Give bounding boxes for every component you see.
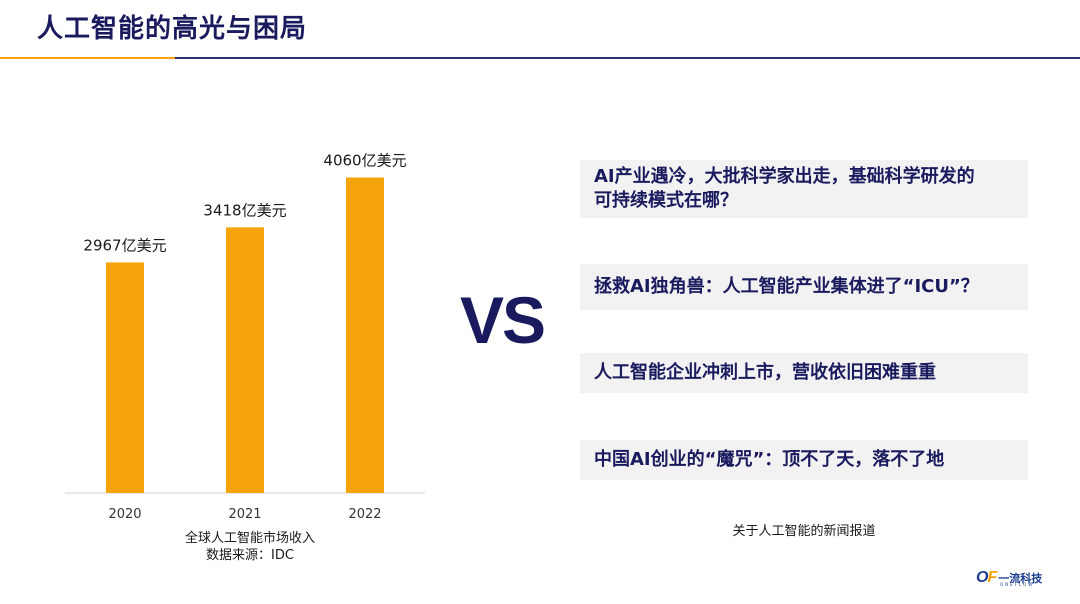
news-item-1: AI产业遇冷，大批科学家出走，基础科学研发的 可持续模式在哪？ bbox=[580, 160, 1028, 218]
news-item-2-text: 拯救AI独角兽：人工智能产业集体进了“ICU”？ bbox=[594, 276, 979, 297]
market-revenue-chart: 2967亿美元 2020 3418亿美元 2021 4060亿美元 2022 bbox=[60, 120, 430, 540]
chart-caption: 全球人工智能市场收入 bbox=[184, 531, 315, 546]
chart-source: 数据来源：IDC bbox=[206, 548, 294, 563]
news-item-2: 拯救AI独角兽：人工智能产业集体进了“ICU”？ bbox=[580, 264, 1028, 310]
logo-text: 一流科技 bbox=[998, 571, 1043, 585]
tick-label-2021: 2021 bbox=[228, 507, 261, 522]
logo-subtext: ONEFLOW bbox=[1000, 582, 1035, 587]
news-item-1-line2: 可持续模式在哪？ bbox=[594, 190, 738, 211]
news-item-4: 中国AI创业的“魔咒”：顶不了天，落不了地 bbox=[580, 440, 1028, 480]
news-item-3: 人工智能企业冲刺上市，营收依旧困难重重 bbox=[580, 353, 1028, 393]
logo-mark: OF bbox=[976, 569, 997, 586]
bar-2020 bbox=[106, 262, 144, 493]
news-item-4-text: 中国AI创业的“魔咒”：顶不了天，落不了地 bbox=[594, 449, 945, 470]
data-label-2021: 3418亿美元 bbox=[203, 201, 286, 219]
page-title: 人工智能的高光与困局 bbox=[37, 14, 308, 44]
news-item-3-text: 人工智能企业冲刺上市，营收依旧困难重重 bbox=[594, 362, 936, 383]
bar-2021 bbox=[226, 227, 264, 493]
data-label-2020: 2967亿美元 bbox=[83, 236, 166, 254]
data-label-2022: 4060亿美元 bbox=[323, 152, 406, 170]
news-item-1-line1: AI产业遇冷，大批科学家出走，基础科学研发的 bbox=[594, 166, 975, 187]
tick-label-2022: 2022 bbox=[348, 507, 381, 522]
tick-label-2020: 2020 bbox=[108, 507, 141, 522]
oneflow-logo: OF 一流科技 ONEFLOW bbox=[976, 568, 1060, 588]
vs-label: VS bbox=[460, 283, 546, 357]
title-rule bbox=[175, 57, 1080, 59]
bar-chart-svg: 2967亿美元 2020 3418亿美元 2021 4060亿美元 2022 bbox=[65, 152, 425, 522]
bar-2022 bbox=[346, 177, 384, 494]
news-caption: 关于人工智能的新闻报道 bbox=[732, 524, 876, 539]
title-rule-accent bbox=[0, 57, 175, 59]
